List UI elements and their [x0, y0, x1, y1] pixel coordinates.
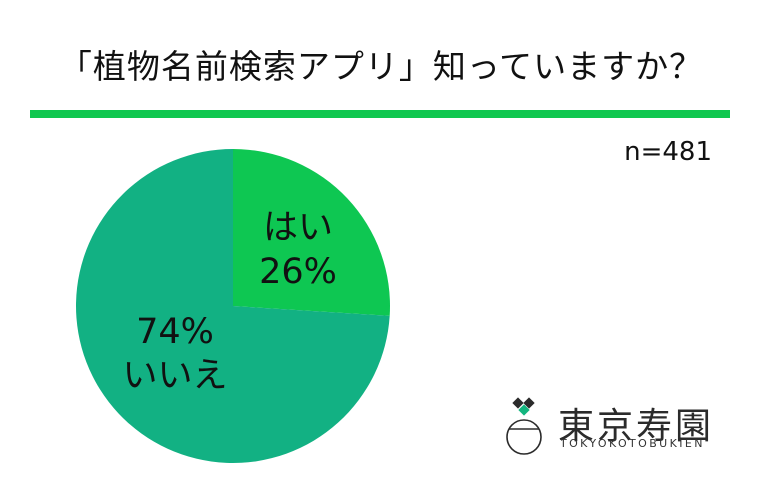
- slice-no-category: いいえ: [122, 356, 228, 396]
- slice-label-no: 74% いいえ: [110, 310, 240, 398]
- slice-yes-percent: 26%: [259, 252, 337, 292]
- logo-roman: TOKYOKOTOBUKIEN: [560, 437, 705, 450]
- logo-kanji: 東京寿園: [558, 406, 715, 447]
- pie-slice-yes: [233, 149, 390, 316]
- sample-size: n=481: [624, 137, 712, 167]
- chart-title: 「植物名前検索アプリ」知っていますか？: [58, 47, 704, 86]
- company-logo: 東京寿園 TOKYOKOTOBUKIEN: [500, 395, 740, 465]
- slice-no-percent: 74%: [136, 312, 214, 352]
- slice-yes-category: はい: [262, 208, 333, 248]
- title-underline: [30, 110, 730, 118]
- pie-slice-no: [75, 149, 390, 464]
- slice-label-yes: はい 26%: [248, 206, 348, 294]
- pot-plant-icon: [506, 397, 542, 455]
